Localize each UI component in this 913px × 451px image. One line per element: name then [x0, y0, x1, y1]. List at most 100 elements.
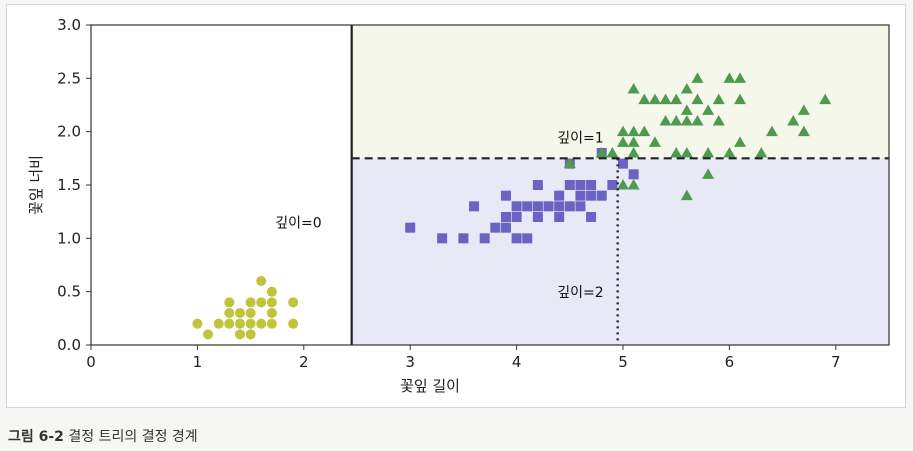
triangle-point-2-21: [680, 147, 693, 158]
triangle-point-2-35: [734, 136, 747, 147]
triangle-point-2-31: [712, 115, 725, 126]
triangle-point-2-20: [680, 189, 693, 201]
decision-boundaries: [350, 25, 889, 345]
triangle-point-2-10: [627, 83, 640, 94]
circle-point-0-6: [234, 329, 245, 340]
y-tick-label-4: 2.0: [57, 123, 81, 141]
x-tick-label-5: 5: [618, 353, 628, 371]
square-point-1-34: [628, 169, 639, 180]
circle-point-0-7: [234, 318, 245, 329]
square-point-1-4: [479, 233, 490, 244]
triangle-point-2-36: [734, 93, 747, 105]
circle-point-0-12: [245, 297, 256, 308]
triangle-point-2-41: [797, 125, 810, 137]
triangle-point-2-25: [691, 115, 704, 126]
triangle-point-2-3: [617, 179, 629, 190]
triangle-point-2-16: [659, 93, 672, 105]
triangle-point-2-11: [638, 125, 651, 137]
triangle-point-2-43: [819, 93, 832, 105]
triangle-point-2-9: [627, 125, 640, 137]
triangle-point-2-14: [648, 93, 661, 105]
circle-point-0-10: [245, 318, 256, 329]
triangle-point-2-7: [627, 147, 640, 158]
triangle-point-2-13: [648, 136, 661, 147]
x-axis-title: 꽃잎 길이: [400, 377, 460, 395]
figure-number: 그림 6-2: [8, 429, 64, 445]
circle-point-0-20: [288, 318, 299, 329]
plot-axes: 0 1 2 3 4 5 6 7 0.0 0.5 1.0 1.5 2.0 2.5 3.0 꽃잎 길이 꽃잎 너비: [27, 16, 890, 395]
triangle-point-2-33: [723, 147, 736, 158]
square-point-1-22: [564, 180, 575, 190]
circle-point-0-16: [266, 318, 277, 329]
square-point-1-26: [575, 180, 586, 190]
x-tick-label-4: 4: [512, 353, 522, 371]
square-point-1-2: [458, 233, 469, 244]
square-point-1-21: [564, 201, 575, 212]
circle-point-0-3: [224, 318, 235, 329]
y-tick-label-3: 1.5: [57, 176, 81, 194]
circle-point-0-21: [288, 297, 299, 308]
boundary-label-2: 깊이=2: [557, 285, 603, 301]
figure-panel: 0 1 2 3 4 5 6 7 0.0 0.5 1.0 1.5 2.0 2.5 3.0 꽃잎 길이 꽃잎 너비 …: [6, 4, 906, 408]
circle-point-0-5: [224, 297, 235, 308]
circle-point-0-18: [266, 297, 277, 308]
triangle-point-2-5: [617, 125, 629, 137]
figure-caption: 그림 6-2 결정 트리의 결정 경계: [8, 426, 198, 446]
square-point-1-29: [586, 180, 597, 190]
square-point-1-15: [532, 201, 543, 212]
circle-point-0-2: [213, 318, 224, 329]
square-point-1-3: [469, 201, 480, 212]
circle-point-0-1: [203, 329, 214, 340]
y-axis-title: 꽃잎 너비: [27, 155, 45, 215]
triangle-point-2-42: [797, 104, 810, 115]
circle-point-0-13: [256, 318, 267, 329]
circle-point-0-8: [234, 308, 245, 318]
boundary-label-1: 깊이=1: [557, 130, 603, 146]
triangle-point-2-28: [702, 168, 715, 179]
triangle-point-2-8: [627, 136, 640, 147]
triangle-point-2-30: [702, 104, 715, 115]
y-tick-label-6: 3.0: [57, 16, 81, 34]
square-point-1-18: [554, 212, 565, 222]
square-point-1-32: [607, 180, 618, 190]
square-point-1-9: [511, 233, 522, 244]
triangle-point-2-37: [734, 72, 747, 83]
circle-point-0-9: [245, 329, 256, 340]
square-point-1-24: [575, 201, 586, 212]
triangle-point-2-15: [659, 115, 672, 126]
y-tick-label-1: 0.5: [57, 283, 81, 301]
x-tick-label-0: 0: [86, 353, 96, 371]
square-point-1-28: [586, 190, 597, 201]
triangle-point-2-1: [595, 147, 608, 158]
triangle-point-2-19: [670, 93, 683, 105]
data-points: [192, 72, 832, 340]
square-point-1-16: [532, 180, 543, 190]
square-point-1-7: [500, 212, 511, 222]
square-point-1-17: [543, 201, 554, 212]
boundary-label-0: 깊이=0: [275, 216, 321, 232]
triangle-point-2-34: [723, 72, 736, 83]
square-point-1-10: [511, 212, 522, 222]
square-point-1-5: [490, 222, 501, 233]
triangle-point-2-18: [670, 115, 683, 126]
triangle-point-2-17: [670, 147, 683, 158]
square-point-1-30: [596, 190, 607, 201]
y-tick-label-5: 2.5: [57, 69, 81, 87]
triangle-point-2-26: [691, 93, 704, 105]
triangle-point-2-12: [638, 93, 651, 105]
triangle-point-2-32: [712, 93, 725, 105]
x-tick-label-7: 7: [831, 353, 841, 371]
circle-point-0-19: [266, 286, 277, 297]
triangle-point-2-22: [680, 115, 693, 126]
x-tick-label-6: 6: [725, 353, 735, 371]
triangle-point-2-0: [563, 157, 576, 169]
region-2: [351, 25, 889, 159]
circle-point-0-15: [256, 276, 267, 286]
square-point-1-12: [522, 233, 533, 244]
triangle-point-2-39: [765, 125, 778, 137]
circle-point-0-4: [224, 308, 235, 318]
circle-point-0-14: [256, 297, 267, 308]
circle-point-0-11: [245, 308, 256, 318]
square-point-1-0: [405, 222, 416, 233]
